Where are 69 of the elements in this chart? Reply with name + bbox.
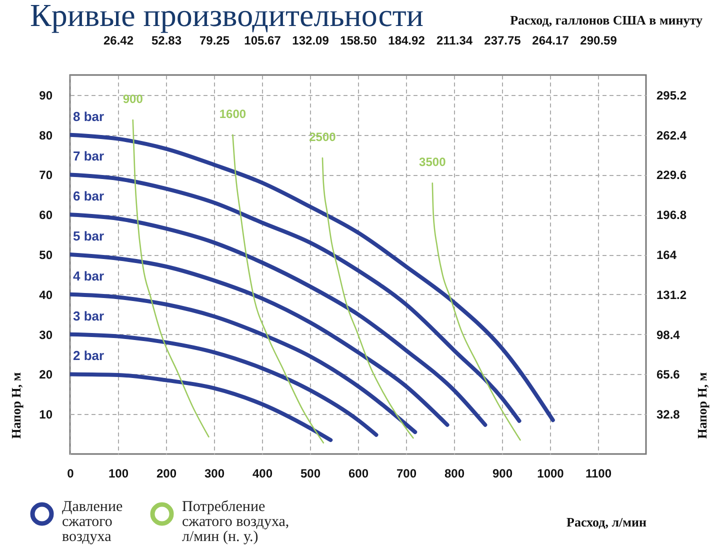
- x2-tick-label: 264.17: [532, 34, 570, 48]
- x2-tick-label: 211.34: [436, 34, 473, 48]
- series-label: 2500: [309, 130, 336, 144]
- text: Давление сжатого воздуха: [62, 499, 124, 545]
- line-series: [322, 157, 414, 439]
- y2-tick-label: 131.2: [656, 288, 687, 302]
- series-label: 3500: [419, 155, 446, 170]
- y2-tick-label: 262.4: [656, 128, 687, 142]
- y2-tick-label: 196.8: [656, 208, 687, 222]
- y-tick-label: 20: [39, 368, 53, 382]
- y2-tick-label: 32.8: [656, 408, 680, 422]
- y-tick-label: 30: [39, 328, 53, 342]
- x-tick-label: 1000: [537, 466, 564, 480]
- x2-axis-title: Расход, галлонов США в минуту: [510, 12, 703, 28]
- x2-tick-label: 158.50: [340, 34, 378, 48]
- line-series: [432, 182, 521, 441]
- line-series: [70, 132, 555, 422]
- y-tick-label: 50: [39, 248, 53, 262]
- x-tick-label: 1100: [585, 466, 612, 480]
- series-label: 1600: [219, 106, 246, 121]
- y2-tick-label: 295.2: [656, 88, 687, 102]
- line-series: [70, 292, 418, 434]
- x2-tick-label: 290.59: [580, 34, 618, 48]
- x-tick-label: 700: [396, 466, 417, 480]
- series-label: 7 bar: [73, 148, 104, 164]
- x-tick-label: 0: [67, 466, 74, 480]
- x-tick-label: 600: [348, 466, 369, 480]
- y-tick-label: 80: [39, 128, 53, 142]
- x-tick-label: 300: [204, 466, 225, 480]
- series-label: 4 bar: [73, 268, 104, 284]
- y-tick-label: 40: [39, 288, 53, 302]
- line-series: [132, 119, 210, 438]
- series-label: 2 bar: [73, 348, 104, 364]
- series-label: 6 bar: [73, 188, 104, 204]
- x2-tick-label: 105.67: [244, 34, 282, 48]
- y2-tick-label: 229.6: [656, 168, 687, 182]
- line-series: [70, 332, 378, 437]
- series-label: 8 bar: [73, 108, 104, 124]
- y-tick-label: 60: [39, 208, 53, 222]
- text: Потребление сжатого воздуха, л/мин (н. у.): [182, 499, 290, 545]
- series-label: 5 bar: [73, 228, 104, 244]
- x-tick-label: 500: [300, 466, 321, 480]
- x2-tick-label: 132.09: [292, 34, 330, 48]
- x2-tick-label: 184.92: [388, 34, 426, 48]
- series-label: 900: [122, 92, 144, 106]
- y-tick-label: 10: [39, 408, 53, 422]
- y2-tick-label: 98.4: [656, 328, 680, 342]
- chart-title: Кривые производительности: [30, 0, 424, 34]
- y2-tick-label: 164: [656, 248, 677, 262]
- x-tick-label: 100: [108, 466, 129, 480]
- y-tick-label: 90: [39, 88, 53, 102]
- y2-axis-title: Напор H, м: [694, 372, 710, 439]
- line-series: [70, 212, 488, 427]
- series-label: 3 bar: [73, 308, 104, 324]
- line-series: [70, 172, 522, 423]
- x2-tick-label: 237.75: [484, 34, 522, 48]
- x-axis-title: Расход, л/мин: [566, 514, 647, 530]
- x2-tick-label: 79.25: [199, 34, 230, 48]
- line-series: [70, 372, 333, 442]
- x-tick-label: 900: [492, 466, 513, 480]
- x-tick-label: 800: [444, 466, 465, 480]
- x2-tick-label: 52.83: [151, 34, 182, 48]
- y2-tick-label: 65.6: [656, 368, 680, 382]
- x-tick-label: 400: [252, 466, 273, 480]
- line-series: [70, 252, 450, 427]
- y-tick-label: 70: [39, 168, 53, 182]
- x-tick-label: 200: [156, 466, 177, 480]
- y-axis-title: Напор H, м: [8, 372, 24, 439]
- x2-tick-label: 26.42: [103, 34, 134, 48]
